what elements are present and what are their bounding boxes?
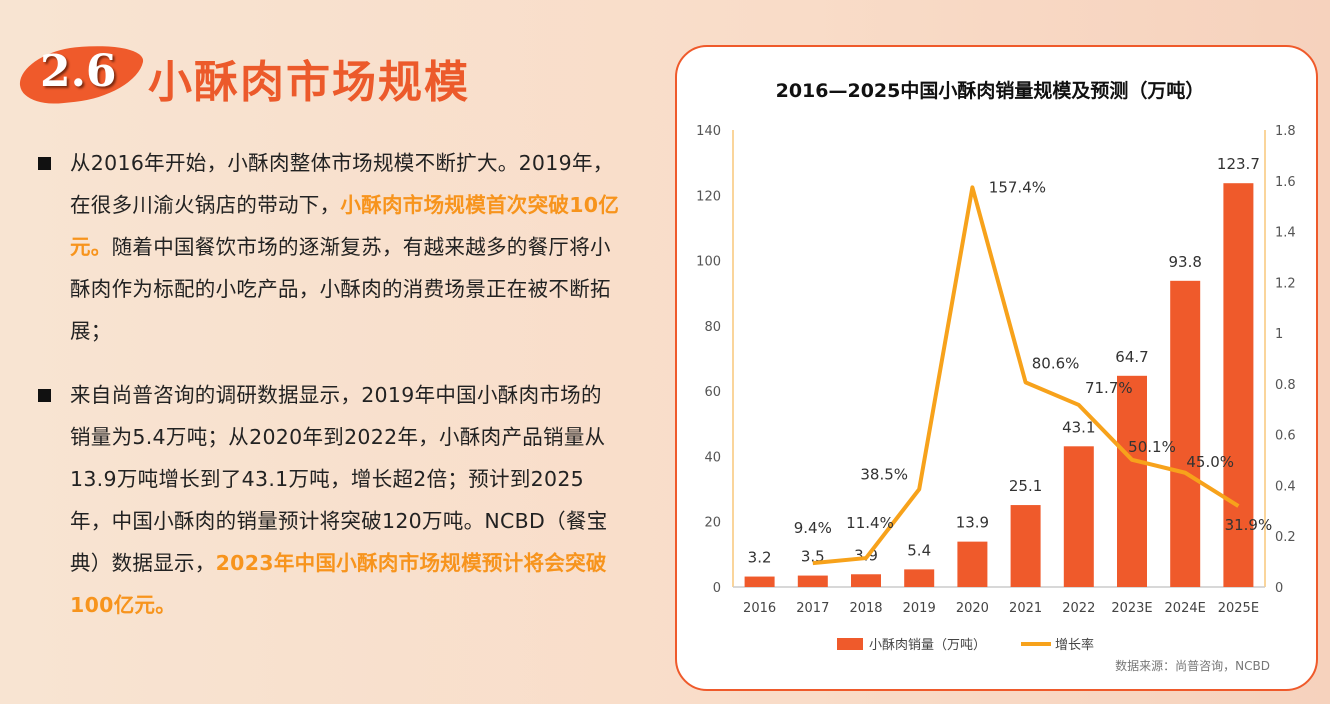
x-tick-label: 2018: [849, 601, 882, 616]
highlight-text: 小酥肉市场规模首次突破10亿元。: [70, 193, 620, 259]
x-tick-label: 2019: [903, 601, 936, 616]
bar-data-label: 25.1: [1009, 477, 1042, 495]
bar: [1010, 505, 1041, 587]
y-left-tick-label: 80: [704, 320, 721, 335]
bullet-icon: [38, 389, 51, 402]
line-data-label: 38.5%: [860, 465, 908, 483]
bar: [1063, 446, 1094, 587]
growth-rate-line: [812, 185, 1240, 566]
paragraph-2: 来自尚普咨询的调研数据显示，2019年中国小酥肉市场的销量为5.4万吨；从202…: [70, 374, 622, 626]
x-tick-label: 2023E: [1111, 601, 1152, 616]
x-tick-label: 2017: [796, 601, 829, 616]
line-data-label: 31.9%: [1225, 516, 1273, 534]
line-data-label: 80.6%: [1032, 354, 1080, 372]
bar-data-label: 5.4: [907, 541, 931, 559]
highlight-text: 2023年中国小酥肉市场规模预计将会突破100亿元。: [70, 551, 607, 617]
bar-data-label: 64.7: [1115, 348, 1148, 366]
section-number: 2.6: [40, 46, 117, 97]
bar-data-label: 3.2: [748, 549, 772, 567]
x-tick-label: 2021: [1009, 601, 1042, 616]
bar-data-label: 123.7: [1217, 155, 1260, 173]
bullet-icon: [38, 157, 51, 170]
paragraph-1: 从2016年开始，小酥肉整体市场规模不断扩大。2019年，在很多川渝火锅店的带动…: [70, 142, 622, 352]
line-data-label: 11.4%: [846, 514, 894, 532]
body-text: 随着中国餐饮市场的逐渐复苏，有越来越多的餐厅将小酥肉作为标配的小吃产品，小酥肉的…: [70, 235, 611, 343]
bar: [1170, 280, 1201, 587]
y-right-tick-label: 1.8: [1275, 124, 1296, 139]
y-right-tick-label: 1.6: [1275, 175, 1296, 190]
bar: [851, 574, 881, 587]
chart-title: 2016—2025中国小酥肉销量规模及预测（万吨）: [776, 79, 1205, 102]
bar: [1223, 183, 1254, 587]
x-tick-label: 2022: [1062, 601, 1095, 616]
data-source: 数据来源：尚普咨询，NCBD: [1115, 658, 1270, 673]
y-right-tick-label: 1.4: [1275, 226, 1296, 241]
body-text: 从2016年开始，小酥肉整体市场规模不断扩大。2019年，在很多川渝火锅店的带动…: [70, 151, 614, 217]
body-text: 来自尚普咨询的调研数据显示，2019年中国小酥肉市场的销量为5.4万吨；从202…: [70, 383, 608, 575]
y-right-tick-label: 0.6: [1275, 429, 1296, 444]
y-left-tick-label: 120: [696, 189, 721, 204]
line-data-label: 9.4%: [794, 519, 832, 537]
line-data-label: 45.0%: [1186, 453, 1234, 471]
y-right-tick-label: 1: [1275, 327, 1283, 342]
y-left-tick-label: 100: [696, 255, 721, 270]
line-data-label: 157.4%: [989, 178, 1046, 196]
y-left-tick-label: 0: [713, 581, 721, 596]
y-right-tick-label: 0.2: [1275, 530, 1296, 545]
legend-label: 小酥肉销量（万吨）: [869, 638, 986, 653]
y-left-tick-label: 20: [704, 516, 721, 531]
y-right-tick-label: 0: [1275, 581, 1283, 596]
page-title: 小酥肉市场规模: [148, 57, 470, 108]
bar-data-label: 13.9: [956, 514, 989, 532]
bar: [904, 569, 935, 587]
bar: [957, 541, 988, 587]
bar-data-label: 43.1: [1062, 418, 1095, 436]
legend-label: 增长率: [1055, 637, 1094, 653]
legend-bar-swatch: [837, 638, 863, 650]
x-tick-label: 2024E: [1165, 601, 1206, 616]
bar: [797, 575, 828, 587]
y-left-tick-label: 60: [704, 385, 721, 400]
y-left-tick-label: 40: [704, 450, 721, 465]
y-right-tick-label: 1.2: [1275, 276, 1296, 291]
y-right-tick-label: 0.4: [1275, 479, 1296, 494]
x-tick-label: 2016: [743, 601, 776, 616]
y-right-tick-label: 0.8: [1275, 378, 1296, 393]
line-data-label: 71.7%: [1085, 379, 1133, 397]
y-left-tick-label: 140: [696, 124, 721, 139]
x-tick-label: 2025E: [1218, 601, 1259, 616]
x-tick-label: 2020: [956, 601, 989, 616]
bar: [744, 576, 775, 587]
chart-panel: [675, 45, 1318, 691]
bar: [1117, 375, 1147, 587]
bar-data-label: 93.8: [1168, 253, 1201, 271]
line-data-label: 50.1%: [1128, 438, 1176, 456]
